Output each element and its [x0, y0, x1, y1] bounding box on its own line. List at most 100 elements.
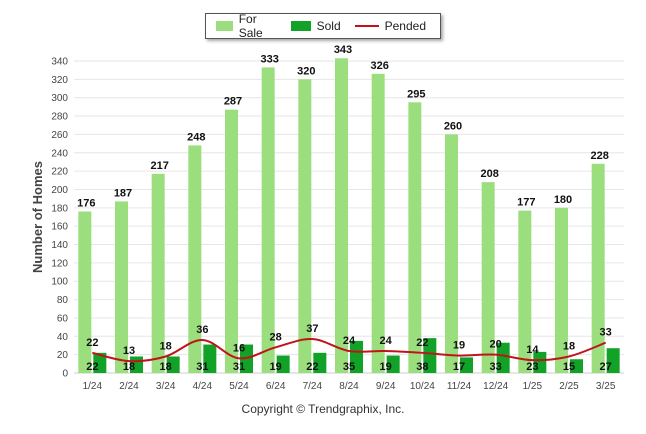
data-label-pended: 24	[343, 335, 356, 347]
bar-sold	[533, 351, 547, 373]
data-label-for-sale: 217	[150, 160, 168, 172]
data-label-sold: 17	[453, 361, 465, 373]
data-label-for-sale: 343	[334, 44, 352, 56]
bar-for-sale	[555, 207, 568, 373]
legend-swatch-sold	[290, 21, 311, 31]
y-tick-label: 180	[51, 203, 68, 214]
data-label-sold: 33	[490, 361, 502, 373]
data-label-sold: 23	[526, 361, 538, 373]
data-label-sold: 31	[233, 361, 245, 373]
bar-for-sale	[261, 67, 275, 374]
bar-for-sale	[335, 58, 348, 373]
data-label-pended: 14	[526, 344, 539, 356]
x-tick-label: 9/24	[376, 381, 396, 392]
y-tick-label: 80	[57, 295, 69, 306]
bar-sold	[203, 344, 217, 373]
x-tick-label: 3/25	[596, 381, 616, 392]
bar-sold	[240, 344, 253, 373]
bar-sold	[570, 359, 583, 373]
data-label-sold: 18	[160, 361, 172, 373]
data-label-for-sale: 287	[224, 96, 242, 108]
data-label-for-sale: 180	[554, 194, 572, 206]
bar-sold	[606, 348, 620, 373]
data-label-pended: 33	[600, 327, 612, 339]
y-tick-label: 300	[51, 93, 68, 104]
data-label-sold: 27	[600, 361, 612, 373]
x-tick-label: 7/24	[303, 381, 323, 392]
chart-plot: 0 20 40 60 80 100 120 140 160 180 200 220 240 260 280 3…	[30, 44, 624, 392]
y-tick-label: 140	[51, 240, 68, 251]
data-label-sold: 18	[123, 361, 135, 373]
data-label-for-sale: 208	[480, 168, 498, 180]
data-label-pended: 16	[233, 342, 245, 354]
x-tick-label: 1/24	[83, 381, 103, 392]
x-tick-label: 2/24	[119, 381, 139, 392]
y-tick-label: 320	[51, 75, 68, 86]
data-label-pended: 22	[86, 337, 98, 349]
bar-for-sale	[371, 73, 385, 374]
bar-sold	[313, 352, 327, 373]
y-tick-label: 20	[57, 350, 69, 361]
data-label-pended: 28	[270, 331, 282, 343]
bar-sold	[276, 355, 290, 373]
bar-for-sale	[481, 182, 495, 373]
data-label-for-sale: 177	[517, 197, 535, 209]
y-axis-title: Number of Homes	[30, 161, 45, 273]
y-tick-label: 260	[51, 130, 68, 141]
data-label-for-sale: 176	[77, 197, 95, 209]
bar-for-sale	[115, 201, 128, 373]
data-label-pended: 37	[306, 323, 318, 335]
y-tick-label: 220	[51, 167, 68, 178]
x-tick-label: 10/24	[410, 381, 435, 392]
data-label-sold: 15	[563, 361, 575, 373]
legend-item-for-sale[interactable]: For Sale	[216, 12, 277, 40]
y-tick-label: 40	[57, 332, 69, 343]
bar-sold	[93, 352, 107, 373]
x-tick-label: 6/24	[266, 381, 286, 392]
bar-sold	[496, 342, 510, 373]
data-label-sold: 31	[196, 361, 208, 373]
x-tick-label: 8/24	[339, 381, 359, 392]
bar-for-sale	[591, 163, 605, 373]
bar-for-sale	[151, 173, 165, 373]
legend-label-sold: Sold	[316, 19, 341, 33]
bar-sold	[423, 338, 437, 373]
bar-for-sale	[518, 210, 532, 373]
y-tick-label: 120	[51, 258, 68, 269]
bar-for-sale	[225, 109, 238, 374]
data-label-sold: 35	[343, 361, 355, 373]
data-label-sold: 22	[306, 361, 318, 373]
legend-label-for-sale: For Sale	[238, 12, 263, 40]
data-label-sold: 22	[86, 361, 98, 373]
bar-for-sale	[78, 211, 92, 373]
data-label-sold: 38	[416, 361, 428, 373]
data-label-for-sale: 260	[444, 120, 462, 132]
data-label-pended: 18	[160, 340, 172, 352]
x-tick-label: 3/24	[156, 381, 176, 392]
y-tick-label: 100	[51, 277, 68, 288]
x-tick-label: 11/24	[447, 381, 472, 392]
legend-item-pended[interactable]: Pended	[354, 19, 426, 33]
bar-for-sale	[445, 134, 458, 373]
data-label-for-sale: 187	[114, 187, 132, 199]
bar-sold	[386, 355, 400, 373]
data-label-pended: 13	[123, 345, 135, 357]
copyright-text: Copyright © Trendgraphix, Inc.	[241, 402, 405, 416]
data-label-pended: 18	[563, 340, 575, 352]
bar-sold	[460, 357, 473, 373]
legend-item-sold[interactable]: Sold	[290, 19, 341, 33]
y-tick-label: 240	[51, 148, 68, 159]
bar-sold	[350, 340, 363, 373]
bar-for-sale	[408, 102, 422, 373]
data-label-for-sale: 248	[187, 131, 205, 143]
y-tick-label: 340	[51, 57, 68, 68]
y-tick-label: 0	[62, 369, 68, 380]
x-tick-label: 1/25	[523, 381, 543, 392]
y-tick-label: 280	[51, 112, 68, 123]
legend-swatch-pended	[354, 25, 379, 27]
x-tick-label: 2/25	[559, 381, 579, 392]
data-label-for-sale: 333	[260, 53, 278, 65]
y-tick-label: 200	[51, 185, 68, 196]
data-label-for-sale: 320	[297, 65, 315, 77]
